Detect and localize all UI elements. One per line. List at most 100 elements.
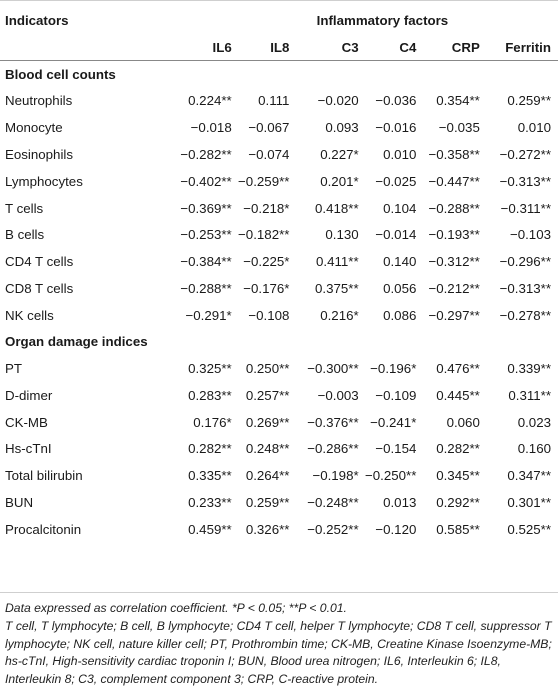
value-cell: −0.003 <box>317 387 359 403</box>
row-label: B cells <box>5 227 45 243</box>
value-cell: −0.312** <box>428 254 480 270</box>
header-row-columns: IL6 IL8 C3 C4 CRP Ferritin <box>0 34 558 61</box>
value-cell: 0.201* <box>320 173 359 189</box>
value-cell: −0.272** <box>499 146 551 162</box>
inflammatory-factors-header: Inflammatory factors <box>316 12 449 28</box>
value-cell: 0.525** <box>507 521 551 537</box>
value-cell: −0.384** <box>180 254 232 270</box>
value-cell: −0.253** <box>180 227 232 243</box>
row-label: Total bilirubin <box>5 468 83 484</box>
section-title: Organ damage indices <box>5 334 148 350</box>
value-cell: −0.376** <box>307 414 359 430</box>
value-cell: 0.248** <box>245 441 290 457</box>
value-cell: −0.402** <box>180 173 232 189</box>
value-cell: 0.056 <box>383 280 417 296</box>
value-cell: 0.411** <box>316 254 359 270</box>
value-cell: 0.335** <box>188 468 232 484</box>
value-cell: 0.375** <box>315 280 359 296</box>
section-row: Blood cell counts <box>0 61 558 88</box>
value-cell: 0.013 <box>383 495 417 511</box>
value-cell: −0.014 <box>375 227 417 243</box>
value-cell: −0.067 <box>248 120 290 136</box>
table-row: Monocyte −0.018 −0.067 0.093 −0.016 −0.035 0.0… <box>0 114 558 141</box>
value-cell: 0.269** <box>245 414 290 430</box>
value-cell: −0.288** <box>428 200 480 216</box>
section-title: Blood cell counts <box>5 66 116 82</box>
column-header-crp: CRP <box>416 34 480 61</box>
value-cell: −0.018 <box>190 120 232 136</box>
bottom-rule <box>0 592 558 593</box>
value-cell: −0.212** <box>428 280 480 296</box>
value-cell: 0.224** <box>188 93 232 109</box>
value-cell: −0.252** <box>307 521 359 537</box>
value-cell: −0.225* <box>243 254 290 270</box>
table-footnotes: Data expressed as correlation coefficien… <box>5 600 555 689</box>
table-row: Lymphocytes −0.402** −0.259** 0.201* −0.025−… <box>0 168 558 195</box>
value-cell: 0.354** <box>436 93 480 109</box>
row-label: D-dimer <box>5 387 53 403</box>
row-label: PT <box>5 361 22 377</box>
value-cell: −0.176* <box>243 280 290 296</box>
value-cell: 0.282** <box>188 441 232 457</box>
row-label: T cells <box>5 200 44 216</box>
row-label: Lymphocytes <box>5 173 83 189</box>
value-cell: 0.216* <box>320 307 359 323</box>
value-cell: −0.300** <box>307 361 359 377</box>
value-cell: −0.218* <box>243 200 290 216</box>
value-cell: 0.292** <box>436 495 480 511</box>
table-row: Eosinophils −0.282** −0.074 0.227* 0.010 −0.3… <box>0 141 558 168</box>
value-cell: −0.109 <box>375 387 417 403</box>
value-cell: 0.311** <box>508 387 551 403</box>
value-cell: 0.093 <box>325 120 359 136</box>
table-row: B cells −0.253** −0.182** 0.130 −0.014 −0.193… <box>0 221 558 248</box>
value-cell: −0.198* <box>312 468 359 484</box>
value-cell: 0.264** <box>245 468 290 484</box>
value-cell: −0.447** <box>428 173 480 189</box>
value-cell: −0.016 <box>375 120 417 136</box>
value-cell: −0.313** <box>499 173 551 189</box>
value-cell: 0.347** <box>507 468 551 484</box>
value-cell: −0.313** <box>499 280 551 296</box>
value-cell: −0.311** <box>500 200 551 216</box>
value-cell: −0.108 <box>248 307 290 323</box>
value-cell: −0.259** <box>238 173 290 189</box>
row-label: Hs-cTnI <box>5 441 52 457</box>
row-label: NK cells <box>5 307 54 323</box>
value-cell: −0.296** <box>499 254 551 270</box>
value-cell: 0.585** <box>436 521 480 537</box>
value-cell: −0.369** <box>180 200 232 216</box>
column-header-c4: C4 <box>358 34 417 61</box>
value-cell: 0.086 <box>383 307 417 323</box>
header-row-group: Indicators Inflammatory factors <box>0 6 558 34</box>
table-row: D-dimer 0.283** 0.257** −0.003 −0.109 0.445**… <box>0 382 558 409</box>
value-cell: −0.282** <box>180 146 232 162</box>
value-cell: 0.250** <box>245 361 290 377</box>
value-cell: 0.445** <box>436 387 480 403</box>
value-cell: 0.111 <box>258 93 290 109</box>
value-cell: −0.103 <box>509 227 551 243</box>
row-label: CD8 T cells <box>5 280 74 296</box>
value-cell: 0.259** <box>245 495 290 511</box>
top-rule <box>0 0 558 1</box>
value-cell: 0.476** <box>436 361 480 377</box>
value-cell: 0.301** <box>507 495 551 511</box>
table-row: CD8 T cells −0.288** −0.176* 0.375** 0.056 −0… <box>0 275 558 302</box>
row-label: Eosinophils <box>5 146 74 162</box>
table-row: NK cells −0.291* −0.108 0.216* 0.086 −0.297**… <box>0 302 558 329</box>
row-label: Monocyte <box>5 120 63 136</box>
value-cell: 0.130 <box>325 227 359 243</box>
value-cell: −0.278** <box>499 307 551 323</box>
table-row: Total bilirubin 0.335** 0.264** −0.198* −0.2… <box>0 462 558 489</box>
value-cell: 0.233** <box>188 495 232 511</box>
value-cell: −0.288** <box>180 280 232 296</box>
value-cell: 0.176* <box>193 414 232 430</box>
value-cell: 0.010 <box>517 120 551 136</box>
row-label: CD4 T cells <box>5 254 74 270</box>
column-header-il8: IL8 <box>231 34 290 61</box>
indicators-header: Indicators <box>5 12 69 28</box>
value-cell: −0.291* <box>185 307 232 323</box>
value-cell: 0.459** <box>188 521 232 537</box>
value-cell: 0.010 <box>383 146 417 162</box>
row-label: Procalcitonin <box>5 521 82 537</box>
